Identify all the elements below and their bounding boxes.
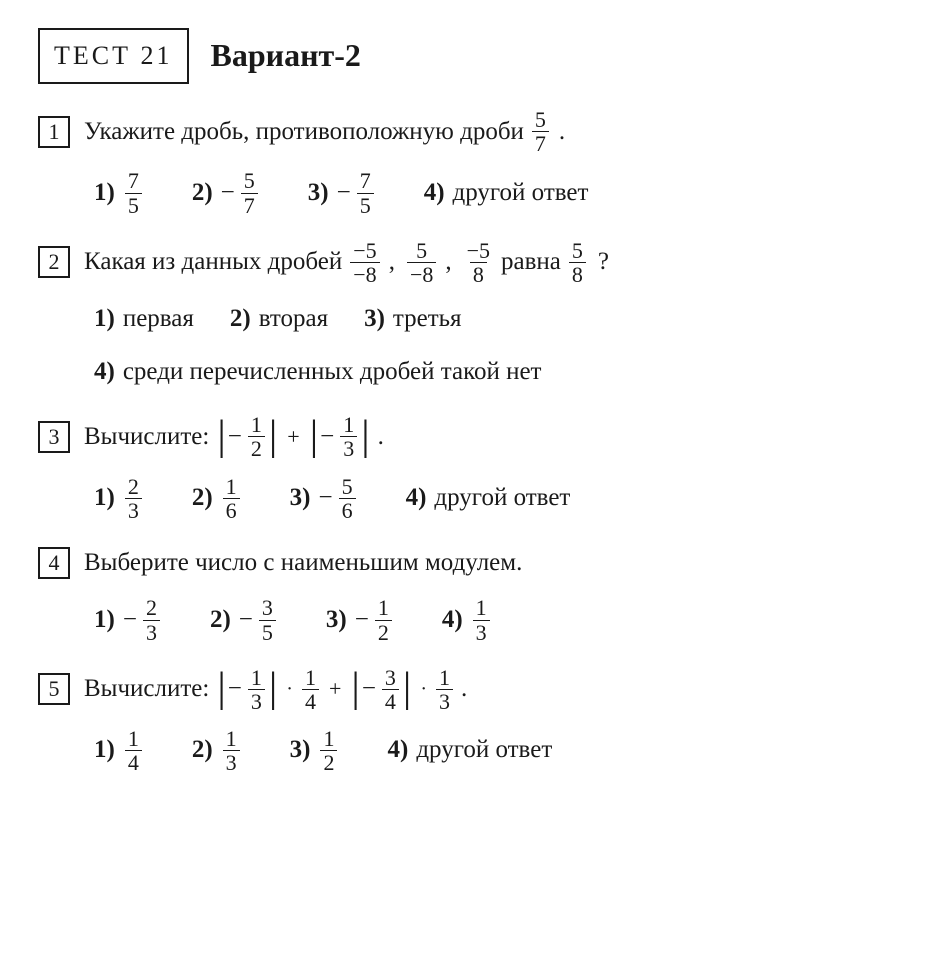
question-number: 5	[38, 673, 70, 705]
option-2: 2) − 5 7	[192, 169, 260, 216]
option-2: 2) 1 6	[192, 475, 242, 522]
question-number: 3	[38, 421, 70, 453]
variant-title: Вариант-2	[211, 31, 361, 81]
question-5: 5 Вычислите: | − 1 3 | · 1	[38, 666, 894, 774]
question-2: 2 Какая из данных дробей −5 −8 , 5 −8 , …	[38, 239, 894, 392]
option-4: 4) 1 3	[442, 596, 492, 643]
q5-prompt: Вычислите:	[84, 670, 209, 709]
option-4: 4) другой ответ	[406, 479, 571, 518]
option-3: 3) − 5 6	[290, 475, 358, 522]
question-number: 2	[38, 246, 70, 278]
option-3: 3) − 1 2	[326, 596, 394, 643]
fraction: 5 7	[532, 108, 549, 155]
option-text: другой ответ	[434, 479, 570, 518]
option-1: 1) 2 3	[94, 475, 144, 522]
option-text: третья	[393, 300, 462, 339]
neg-fraction: − 7 5	[337, 169, 376, 216]
question-text: Укажите дробь, противоположную дроби 5 7…	[84, 108, 565, 155]
options-row: 1) 1 4 2) 1 3 3) 1 2 4) другой ответ	[94, 727, 894, 774]
q2-prompt-b: равна	[501, 243, 561, 282]
abs-value: | − 1 3 |	[308, 413, 372, 460]
option-2: 2) − 3 5	[210, 596, 278, 643]
question-1: 1 Укажите дробь, противоположную дроби 5…	[38, 108, 894, 216]
option-text: другой ответ	[416, 731, 552, 770]
options-row: 1) первая 2) вторая 3) третья	[94, 300, 894, 339]
page-header: ТЕСТ 21 Вариант-2	[38, 28, 894, 84]
fraction: 5 −8	[407, 239, 436, 286]
option-2: 2) 1 3	[192, 727, 242, 774]
q2-prompt-a: Какая из данных дробей	[84, 243, 342, 282]
test-number-box: ТЕСТ 21	[38, 28, 189, 84]
option-text: вторая	[259, 300, 328, 339]
math-expression: | − 1 3 | · 1 4 + |	[215, 666, 467, 713]
option-2: 2) вторая	[230, 300, 328, 339]
question-text: Вычислите: | − 1 3 | · 1 4	[84, 666, 467, 713]
option-1: 1) 7 5	[94, 169, 144, 216]
question-text: Вычислите: | − 1 2 | + |	[84, 413, 384, 460]
options-row: 1) − 2 3 2) − 3 5 3) −	[94, 596, 894, 643]
option-4-line: 4) среди перечисленных дробей такой нет	[94, 353, 894, 392]
option-1: 1) первая	[94, 300, 194, 339]
question-3: 3 Вычислите: | − 1 2 | + |	[38, 413, 894, 521]
option-1: 1) 1 4	[94, 727, 144, 774]
option-3: 3) − 7 5	[308, 169, 376, 216]
question-text: Какая из данных дробей −5 −8 , 5 −8 , −5…	[84, 239, 609, 286]
fraction: 7 5	[125, 169, 142, 216]
option-text: другой ответ	[453, 174, 589, 213]
q3-prompt: Вычислите:	[84, 418, 209, 457]
option-1: 1) − 2 3	[94, 596, 162, 643]
question-number: 4	[38, 547, 70, 579]
option-4: 4) среди перечисленных дробей такой нет	[94, 353, 541, 392]
neg-fraction: − 5 7	[221, 169, 260, 216]
question-number: 1	[38, 116, 70, 148]
option-text: первая	[123, 300, 194, 339]
abs-value: | − 1 2 |	[215, 413, 279, 460]
fraction: −5 8	[464, 239, 493, 286]
period: .	[559, 113, 565, 152]
option-4: 4) другой ответ	[387, 731, 552, 770]
fraction: 5 8	[569, 239, 586, 286]
question-text: Выберите число с наименьшим модулем.	[84, 544, 522, 583]
option-3: 3) 1 2	[290, 727, 340, 774]
option-4: 4) другой ответ	[424, 174, 589, 213]
option-3: 3) третья	[364, 300, 461, 339]
options-row: 1) 7 5 2) − 5 7 3) − 7 5	[94, 169, 894, 216]
q1-prompt: Укажите дробь, противоположную дроби	[84, 113, 524, 152]
math-expression: | − 1 2 | + | −	[215, 413, 384, 460]
question-4: 4 Выберите число с наименьшим модулем. 1…	[38, 544, 894, 644]
options-row: 1) 2 3 2) 1 6 3) − 5 6 4)	[94, 475, 894, 522]
fraction: −5 −8	[350, 239, 379, 286]
option-text: среди перечисленных дробей такой нет	[123, 353, 542, 392]
